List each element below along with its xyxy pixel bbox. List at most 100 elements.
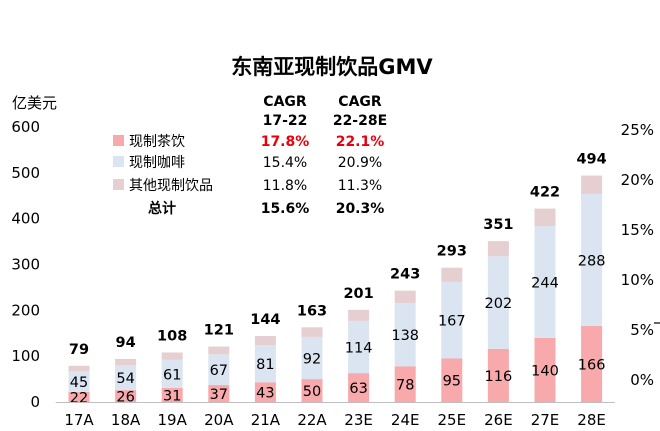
bar-value-label: 167 <box>438 314 466 330</box>
bar-total-label: 243 <box>390 267 420 283</box>
bar-total-label: 494 <box>576 152 606 168</box>
bar-value-label: 63 <box>349 381 367 397</box>
bar-total-label: 163 <box>297 303 327 319</box>
y2-tick-label: 0% <box>630 371 654 389</box>
cagr-17-22-value: 15.4% <box>263 155 307 171</box>
bar-total-label: 201 <box>343 286 373 302</box>
bar-value-label: 166 <box>578 357 606 373</box>
bar-stack: 63 114 201 <box>343 286 374 402</box>
cagr-header-line2: 22-28E <box>333 113 387 129</box>
x-tick-label: 19A <box>158 411 188 429</box>
bar-segment <box>254 345 276 383</box>
bar-stack: 50 92 163 <box>297 303 327 402</box>
bar-value-label: 26 <box>116 390 134 406</box>
y2-tick-label: 15% <box>621 221 654 239</box>
cagr-header-line1: CAGR <box>338 94 382 110</box>
bar-segment <box>348 373 370 402</box>
y2-tick-label: 20% <box>621 171 654 189</box>
bar-value-label: 138 <box>391 328 419 344</box>
bar-segment <box>394 290 416 303</box>
bar-stack: 43 81 144 <box>250 312 281 402</box>
bar-total-label: 108 <box>157 329 187 345</box>
bar-total-label: 144 <box>250 312 280 328</box>
bar-segment <box>581 175 603 194</box>
cagr-header-line2: 17-22 <box>263 113 308 129</box>
bar-value-label: 81 <box>256 357 274 373</box>
bar-segment <box>68 365 90 372</box>
bar-segment <box>254 382 276 402</box>
bar-segment <box>394 366 416 402</box>
bar-segment <box>441 267 463 282</box>
bar-segment <box>208 346 230 355</box>
y-tick-label: 100 <box>11 347 40 365</box>
legend-row: 其他现制饮品 11.8% 11.3% <box>113 178 382 194</box>
bar-stack: 95 167 293 <box>437 244 467 402</box>
x-tick-label: 27E <box>531 411 560 429</box>
secondary-y-axis-ticks: 0% 5% 10% 15% 20% 25% <box>621 121 654 389</box>
bar-segment <box>534 337 556 402</box>
bar-segment <box>208 385 230 402</box>
bar-segment <box>115 358 137 366</box>
bar-segment <box>487 256 509 349</box>
cagr-17-22-value: 17.8% <box>261 134 310 150</box>
legend-label: 其他现制饮品 <box>129 178 213 194</box>
bar-segment <box>115 365 137 391</box>
bar-value-label: 67 <box>210 363 228 379</box>
bar-value-label: 288 <box>578 253 606 269</box>
x-tick-label: 25E <box>438 411 467 429</box>
bar-value-label: 37 <box>210 387 228 403</box>
x-tick-label: 17A <box>64 411 94 429</box>
cagr-17-22-value: 11.8% <box>263 178 307 194</box>
cagr-header-line1: CAGR <box>263 94 307 110</box>
bar-segment <box>301 336 323 380</box>
x-tick-label: 20A <box>204 411 234 429</box>
y-axis-ticks: 0 100 200 300 400 500 600 <box>11 118 40 411</box>
bar-value-label: 43 <box>256 386 274 402</box>
bar-segment <box>301 327 323 337</box>
bar-value-label: 116 <box>485 369 513 385</box>
legend-row: 现制咖啡 15.4% 20.9% <box>113 155 382 171</box>
x-tick-label: 28E <box>577 411 606 429</box>
bar-segment <box>161 359 183 388</box>
bar-value-label: 78 <box>396 378 414 394</box>
bar-value-label: 92 <box>303 352 321 368</box>
bar-stack: 31 61 108 <box>157 329 187 405</box>
total-cagr-22-28: 20.3% <box>336 201 385 217</box>
y2-tick-label: 25% <box>621 121 654 139</box>
y-tick-label: 200 <box>11 301 40 319</box>
bar-value-label: 22 <box>70 390 88 406</box>
legend-total-row: 总计 15.6% 20.3% <box>148 200 384 217</box>
x-tick-label: 22A <box>297 411 327 429</box>
bar-segment <box>161 352 183 360</box>
legend-swatch <box>113 179 124 190</box>
bar-segment <box>581 325 603 402</box>
bar-segment <box>487 241 509 257</box>
legend-label: 现制茶饮 <box>129 134 185 150</box>
y-axis-label: 亿美元 <box>12 94 57 112</box>
legend-label: 现制咖啡 <box>129 155 185 171</box>
cagr-22-28-value: 20.9% <box>338 155 382 171</box>
bar-segment <box>441 281 463 359</box>
bar-value-label: 202 <box>485 296 513 312</box>
bar-value-label: 114 <box>345 341 373 357</box>
bar-stack: 37 67 121 <box>204 323 234 403</box>
cagr-22-28-value: 22.1% <box>336 134 385 150</box>
cagr-22-28-value: 11.3% <box>338 178 382 194</box>
bar-segment <box>487 348 509 402</box>
bar-value-label: 244 <box>531 275 559 291</box>
bar-segment <box>581 193 603 326</box>
bar-stack: 78 138 243 <box>390 267 420 402</box>
bar-segment <box>534 208 556 226</box>
legend-cagr-table: CAGR 17-22 CAGR 22-28E 现制茶饮 17.8% 22.1% 现制咖啡 15.… <box>113 94 387 217</box>
bar-value-label: 45 <box>70 375 88 391</box>
y-tick-label: 500 <box>11 164 40 182</box>
bar-segment <box>254 336 276 346</box>
bar-value-label: 95 <box>443 374 461 390</box>
x-tick-label: 21A <box>251 411 281 429</box>
legend-swatch <box>113 135 124 146</box>
y-tick-label: 600 <box>11 118 40 136</box>
total-label: 总计 <box>148 200 176 217</box>
bar-value-label: 31 <box>163 388 181 404</box>
